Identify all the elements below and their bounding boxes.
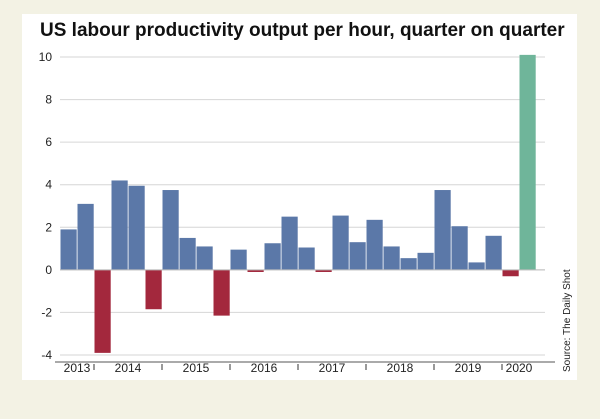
- bar: [94, 269, 111, 353]
- x-tick-label: 2015: [183, 361, 210, 375]
- bar: [145, 269, 162, 310]
- bar: [111, 180, 128, 270]
- x-tick-label: 2017: [319, 361, 346, 375]
- chart-title: US labour productivity output per hour, …: [40, 20, 565, 41]
- bar: [213, 269, 230, 316]
- bar: [281, 216, 298, 270]
- x-tick-label: 2014: [115, 361, 142, 375]
- bar: [366, 219, 383, 270]
- x-tick-label: 2019: [455, 361, 482, 375]
- bar: [315, 269, 332, 272]
- bar: [264, 243, 281, 270]
- y-axis-labels: -4 -2 0 2 4 6 8 10: [39, 50, 53, 362]
- bars: [60, 54, 536, 353]
- y-tick-label: 10: [39, 50, 53, 64]
- bar: [179, 237, 196, 270]
- y-tick-label: -2: [41, 305, 52, 319]
- y-tick-label: 4: [45, 178, 52, 192]
- bar: [77, 203, 94, 270]
- bar: [451, 226, 468, 270]
- x-tick-label: 2016: [251, 361, 278, 375]
- bar: [247, 269, 264, 272]
- y-tick-label: 2: [45, 220, 52, 234]
- bar: [162, 190, 179, 270]
- y-tick-label: 8: [45, 93, 52, 107]
- bar: [60, 229, 77, 270]
- bar: [434, 190, 451, 270]
- bar: [502, 269, 519, 277]
- bar: [519, 54, 536, 270]
- y-tick-label: -4: [41, 348, 52, 362]
- bar: [298, 247, 315, 270]
- bar: [417, 252, 434, 270]
- y-tick-label: 6: [45, 135, 52, 149]
- bar: [349, 242, 366, 270]
- x-tick-label: 2013: [64, 361, 91, 375]
- bar: [383, 246, 400, 270]
- bar: [128, 185, 145, 270]
- bar: [485, 235, 502, 270]
- bar: [230, 249, 247, 270]
- source-note: Source: The Daily Shot: [562, 269, 573, 372]
- x-tick-label: 2020: [506, 361, 533, 375]
- y-tick-label: 0: [45, 263, 52, 277]
- bar: [468, 262, 485, 270]
- bar: [196, 246, 213, 270]
- x-tick-label: 2018: [387, 361, 414, 375]
- bar: [400, 258, 417, 270]
- x-axis: 2013 2014 2015 2016 2017 2018 2019 2020: [55, 269, 555, 375]
- bar: [332, 215, 349, 270]
